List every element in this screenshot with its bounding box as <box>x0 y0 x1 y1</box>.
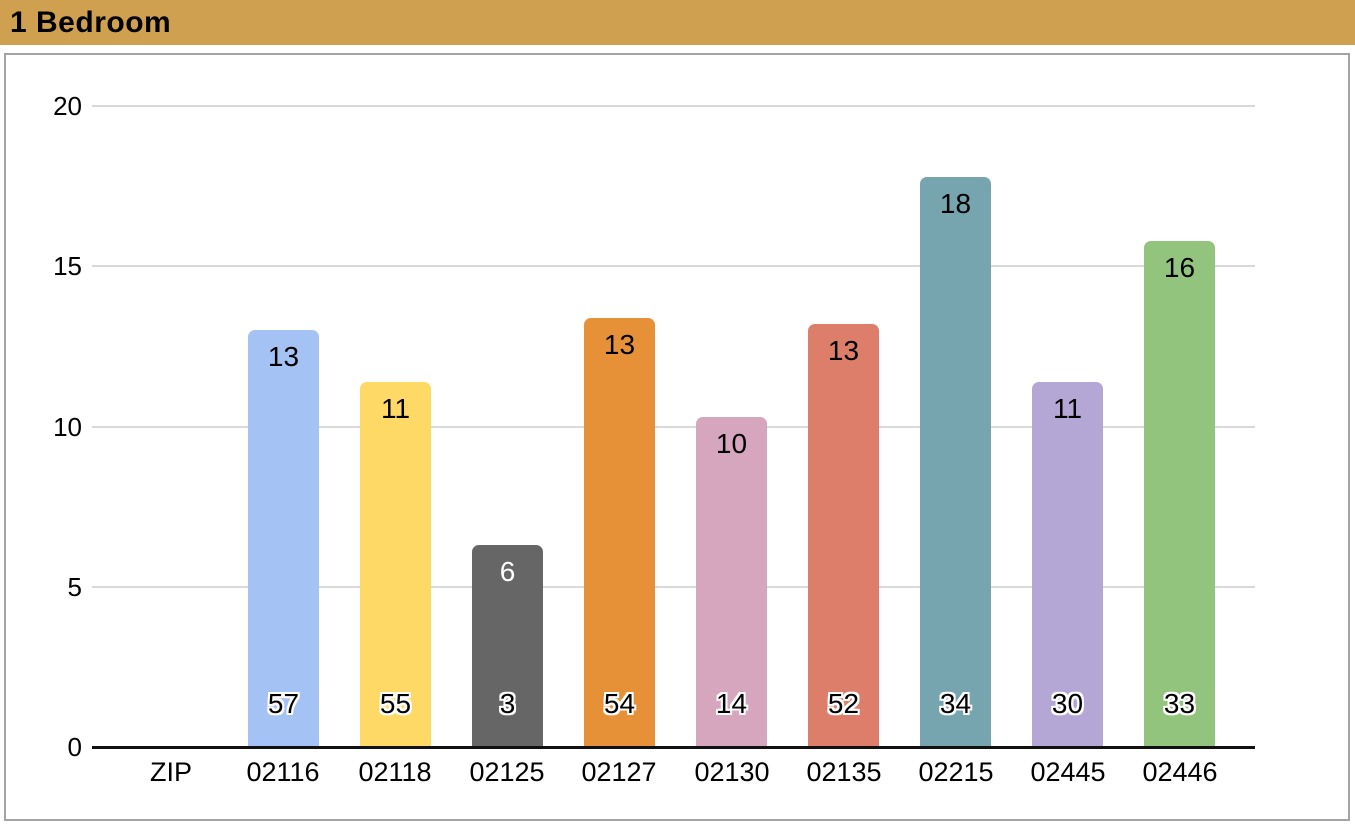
gridline-15 <box>92 265 1255 268</box>
bar-02445: 11 <box>1032 382 1103 747</box>
bar-value-label-02130: 10 <box>715 428 748 459</box>
x-axis-label-ZIP: ZIP <box>149 757 192 787</box>
bar-02116: 13 <box>248 330 319 747</box>
bar-chart-plot-area: 0 5 10 15 20 ZIP 13 57 02116 11 55 02118 6 3 02125 13 54… <box>6 55 1348 819</box>
x-axis-label-02445: 02445 <box>1030 757 1106 787</box>
x-axis-label-02135: 02135 <box>806 757 882 787</box>
gridline-5 <box>92 585 1255 588</box>
bar-value-label-02118: 11 <box>380 393 411 424</box>
y-axis-tick-label: 10 <box>53 411 82 442</box>
bar-value-label-02116: 13 <box>267 341 300 372</box>
bar-02446: 16 <box>1144 241 1215 747</box>
chart-title-bar: 1 Bedroom <box>0 0 1355 45</box>
bar-02118: 11 <box>360 382 431 747</box>
chart-frame: 0 5 10 15 20 ZIP 13 57 02116 11 55 02118 6 3 02125 13 54… <box>4 53 1350 821</box>
bar-base-label-02135: 52 <box>827 688 860 719</box>
x-axis-label-02118: 02118 <box>358 757 432 787</box>
gridline-20 <box>92 105 1255 107</box>
bar-value-label-02125: 6 <box>499 556 516 587</box>
x-axis-label-02116: 02116 <box>246 757 320 787</box>
page-title: 1 Bedroom <box>10 5 172 39</box>
bar-value-label-02446: 16 <box>1163 252 1196 283</box>
bar-02130: 10 <box>696 417 767 747</box>
bar-base-label-02125: 3 <box>499 688 516 719</box>
bar-02125: 6 <box>472 545 543 747</box>
bar-base-label-02130: 14 <box>715 688 748 719</box>
bar-02135: 13 <box>808 324 879 747</box>
bar-02215: 18 <box>920 177 991 747</box>
bar-base-label-02116: 57 <box>267 688 300 719</box>
x-axis-label-02130: 02130 <box>694 757 770 787</box>
bar-base-label-02445: 30 <box>1051 688 1084 719</box>
y-axis-tick-label: 0 <box>67 732 82 762</box>
gridline-10 <box>92 425 1255 428</box>
y-axis-tick-label: 20 <box>53 91 82 121</box>
bar-base-label-02118: 55 <box>379 688 412 719</box>
bar-base-label-02215: 34 <box>939 688 972 719</box>
x-axis-line <box>92 746 1255 749</box>
bar-base-label-02127: 54 <box>603 688 636 719</box>
x-axis-label-02127: 02127 <box>581 757 657 787</box>
x-axis-label-02215: 02215 <box>918 757 994 787</box>
y-axis-tick-label: 15 <box>53 251 82 282</box>
bar-base-label-02446: 33 <box>1163 688 1196 719</box>
bar-value-label-02135: 13 <box>827 335 860 366</box>
bar-value-label-02215: 18 <box>939 188 972 219</box>
y-axis-tick-label: 5 <box>67 571 82 602</box>
x-axis-label-02125: 02125 <box>469 757 545 787</box>
bar-value-label-02445: 11 <box>1052 393 1083 424</box>
bar-02127: 13 <box>584 318 655 747</box>
x-axis-label-02446: 02446 <box>1142 757 1218 787</box>
bar-value-label-02127: 13 <box>603 329 636 360</box>
